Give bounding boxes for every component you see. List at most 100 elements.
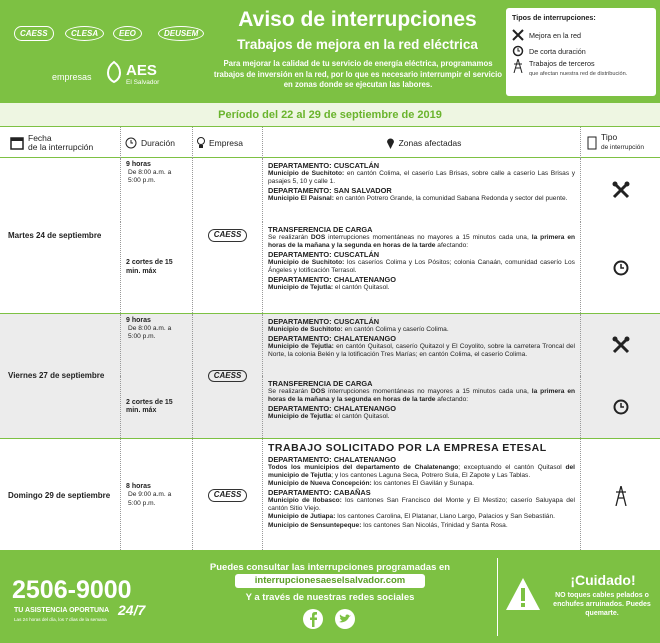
social: Y a través de nuestras redes sociales xyxy=(245,592,415,603)
th-text: Zonas afectadas xyxy=(398,137,462,148)
zone-text: Municipio de Suchitoto: en cantón Colima… xyxy=(268,170,575,186)
zone-span: los cantones Carolina, El Platanar, Llan… xyxy=(335,513,555,521)
hours: 9 horas xyxy=(126,317,151,324)
date: Domingo 29 de septiembre xyxy=(8,490,111,500)
th: Duración xyxy=(120,127,192,158)
th-text: de la interrupción xyxy=(28,141,94,152)
legend: Tipos de interrupciones: Mejora en la re… xyxy=(506,8,656,96)
zone-heading: DEPARTAMENTO: CHALATENANGO xyxy=(268,404,396,414)
zone-text: Municipio de Suchitoto: en cantón Colima… xyxy=(268,326,575,334)
banner: TRABAJO SOLICITADO POR LA EMPRESA ETESAL xyxy=(268,442,547,454)
th: Empresa xyxy=(192,127,262,158)
company-logo: CAESS xyxy=(207,369,248,383)
hours: 2 cortes de 15 min. máx xyxy=(126,398,173,414)
table-row: Domingo 29 de septiembre CAESS 8 horas De 9… xyxy=(0,439,660,553)
warning-title: ¡Cuidado! xyxy=(570,572,636,588)
zone-text: Todos los municipios del departamento de… xyxy=(268,464,575,480)
zone-text: Municipio de Nueva Concepción: los canto… xyxy=(268,480,575,488)
zone-span: ; exceptuando el cantón Quitasol xyxy=(458,464,566,471)
zone-span: los cantones El Gavilán y Sunapa. xyxy=(371,480,474,488)
tag-247: 24/7 xyxy=(118,602,146,618)
legend-note: que afectan nuestra red de distribución. xyxy=(529,71,628,77)
logo: EEO xyxy=(113,26,142,41)
time: De 8:00 a.m. a 5:00 p.m. xyxy=(128,325,172,341)
period: Período del 22 al 29 de septiembre de 20… xyxy=(0,103,660,127)
intro: Para mejorar la calidad de tu servicio d… xyxy=(213,59,503,89)
zone-bold: Municipio de Suchitoto: xyxy=(268,259,345,267)
th-text: Tipo xyxy=(601,132,618,142)
zones: DEPARTAMENTO: CUSCATLÁN Municipio de Such… xyxy=(262,158,580,222)
zone-heading: TRANSFERENCIA DE CARGA xyxy=(268,379,373,388)
legend-label: De corta duración xyxy=(529,46,586,56)
zone-text: Se realizarán DOS interrupciones momentá… xyxy=(268,388,575,404)
icon-calendar xyxy=(10,136,24,150)
th-text: Empresa xyxy=(209,137,244,148)
warning-text: NO toques cables pelados o enchufes arru… xyxy=(553,592,651,617)
zone-bold: Municipio El Paisnal: xyxy=(268,195,334,203)
icon-clock xyxy=(512,45,524,57)
legend-item: De corta duración xyxy=(512,43,650,59)
divider xyxy=(497,558,498,636)
legend-item: Mejora en la red xyxy=(512,27,650,43)
zone-heading: DEPARTAMENTO: CHALATENANGO xyxy=(268,455,396,464)
zone-heading: DEPARTAMENTO: CHALATENANGO xyxy=(268,334,396,344)
zone-heading: TRANSFERENCIA DE CARGA xyxy=(268,225,373,234)
zone-bold: Municipio de Ilobasco: xyxy=(268,497,342,505)
zone-text: Se realizarán DOS interrupciones momentá… xyxy=(268,234,575,250)
company: CAESS xyxy=(192,158,262,313)
zone-text: Municipio de Suchitoto: los caseríos Col… xyxy=(268,259,575,275)
zone-span: en cantón Quitasol, caserío Quitazol y E… xyxy=(268,343,575,359)
subtitle: Trabajos de mejora en la red eléctrica xyxy=(237,37,478,52)
zone-bold: del municipio de Tejutla xyxy=(268,464,576,480)
zone-text: Municipio de Tejutla: en cantón Quitasol… xyxy=(268,343,575,359)
aes-mark xyxy=(107,60,121,84)
icon-bulb xyxy=(197,136,205,148)
zone-bold: Municipio de Suchitoto: xyxy=(268,326,343,333)
icon-tower xyxy=(513,59,523,73)
zone-span: interrupciones momentáneas no mayores a … xyxy=(325,234,532,241)
zone-span: en cantón Potrero Grande, la comunidad S… xyxy=(333,195,568,203)
th-text: Fecha xyxy=(28,132,52,143)
zone-bold: Municipio de Jutiapa: xyxy=(268,513,336,521)
company: CAESS xyxy=(192,314,262,438)
zone-heading: DEPARTAMENTO: CUSCATLÁN xyxy=(268,317,380,326)
th: Fecha de la interrupción xyxy=(0,127,120,158)
legend-item: Trabajos de terceros que afectan nuestra … xyxy=(512,59,650,81)
zone-span: interrupciones momentáneas no mayores a … xyxy=(325,388,532,395)
zone-span: afectando: xyxy=(435,242,469,250)
zone-span: Se realizarán xyxy=(268,234,311,241)
icon-meter xyxy=(587,136,597,149)
legend-label: Trabajos de terceros xyxy=(529,59,595,68)
type-icon xyxy=(580,158,660,222)
zone-span: el cantón Quitasol. xyxy=(333,284,390,292)
zone-text: Municipio de Tejutla: el cantón Quitasol… xyxy=(268,413,575,421)
zone-heading: DEPARTAMENTO: CUSCATLÁN xyxy=(268,250,380,260)
zone-bold: la primera en horas de la mañana y la se… xyxy=(268,234,576,250)
warning-icon xyxy=(506,578,540,610)
zone-text: Municipio de Tejutla: el cantón Quitasol… xyxy=(268,284,575,292)
duration: 2 cortes de 15 min. máx xyxy=(120,376,192,438)
th: Tipo de interrupción xyxy=(580,127,660,158)
icon-tools xyxy=(612,181,629,199)
company-logo: CAESS xyxy=(207,229,248,242)
url[interactable]: interrupcionesaeselsalvador.com xyxy=(235,574,425,588)
hours: 8 horas xyxy=(126,483,151,491)
header: CAESS CLESA EEO DEUSEM empresas AES El S… xyxy=(0,0,660,103)
legend-label: Mejora en la red xyxy=(529,30,581,40)
company: CAESS xyxy=(192,439,262,552)
zones: TRANSFERENCIA DE CARGA Se realizarán DOS … xyxy=(262,376,580,438)
icon-clock xyxy=(613,260,628,275)
duration: 2 cortes de 15 min. máx xyxy=(120,222,192,313)
zone-bold: Todos los municipios del departamento de… xyxy=(268,464,459,471)
th: Zonas afectadas xyxy=(262,127,580,158)
zone-bold: Municipio de Tejutla: xyxy=(268,413,334,421)
table-row: Viernes 27 de septiembre CAESS 9 horas De 8… xyxy=(0,314,660,439)
time: De 9:00 a.m. a 5:00 p.m. xyxy=(128,491,172,507)
social-icons[interactable] xyxy=(302,607,358,631)
zone-span: el cantón Quitasol. xyxy=(333,413,390,421)
table-header: Fecha de la interrupción Duración Empresa… xyxy=(0,127,660,158)
zone-bold: Municipio de Tejutla: xyxy=(268,343,334,351)
type-icon xyxy=(580,222,660,313)
tagline: TU ASISTENCIA OPORTUNA xyxy=(14,607,110,614)
